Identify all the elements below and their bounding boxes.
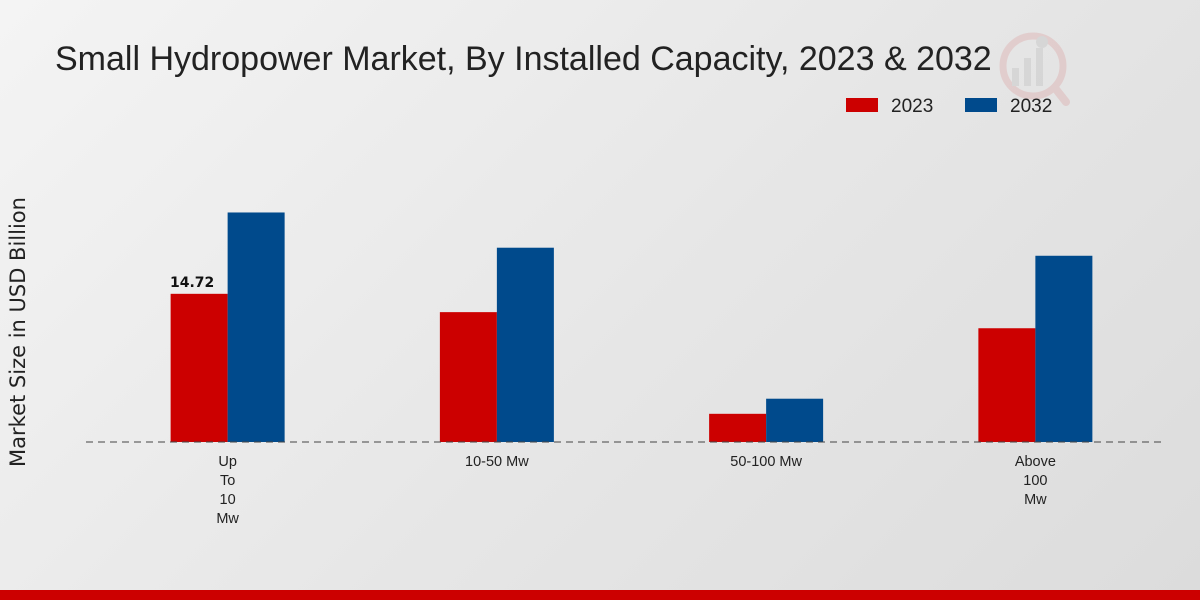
bar-2023-1	[439, 312, 497, 442]
bar-2032-1	[496, 247, 554, 442]
chart-title: Small Hydropower Market, By Installed Ca…	[55, 40, 992, 78]
x-tick-label: Above 100 Mw	[1015, 454, 1056, 508]
bar-2032-2	[766, 398, 824, 442]
legend-label-2032: 2032	[1010, 96, 1052, 117]
bars-group	[170, 212, 1093, 442]
x-tick-label: Up To 10 Mw	[216, 454, 239, 527]
bottom-accent-bar	[0, 590, 1200, 600]
data-labels-group: 14.72	[170, 275, 214, 291]
x-axis-ticks: Up To 10 Mw 10-50 Mw 50-100 Mw Above 100 Mw	[216, 454, 1056, 527]
y-axis-label: Market Size in USD Billion	[6, 197, 30, 467]
legend-label-2023: 2023	[891, 96, 933, 117]
legend-swatch-2023	[846, 98, 878, 112]
data-label: 14.72	[170, 275, 214, 291]
x-tick-label: 10-50 Mw	[465, 454, 529, 470]
bar-2023-0	[170, 293, 228, 442]
legend-swatch-2032	[965, 98, 997, 112]
legend: 2023 2032	[846, 96, 1052, 117]
bar-2023-3	[978, 328, 1036, 442]
bar-2032-0	[227, 212, 285, 442]
analytics-logo-icon	[999, 32, 1070, 106]
x-tick-label: 50-100 Mw	[730, 454, 802, 470]
bar-2023-2	[709, 413, 767, 442]
bar-2032-3	[1035, 255, 1093, 442]
